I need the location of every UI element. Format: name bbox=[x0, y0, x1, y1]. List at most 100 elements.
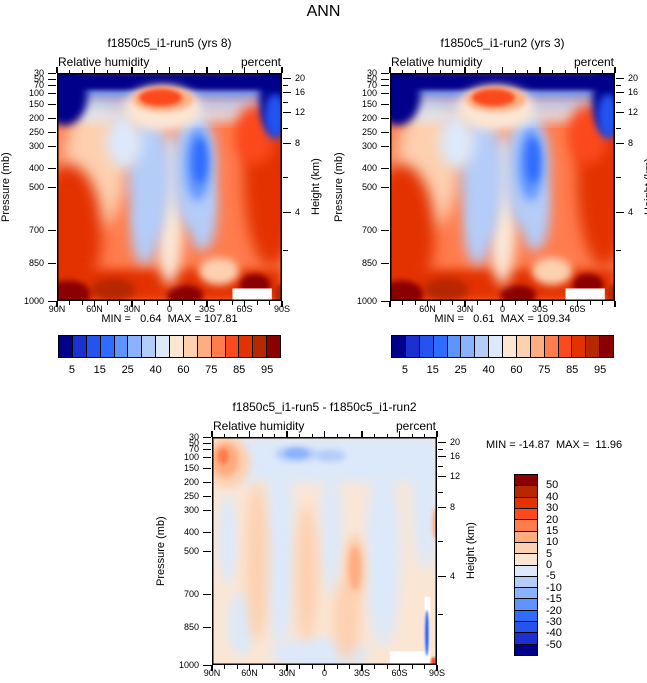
height-major-tick bbox=[283, 143, 291, 145]
pressure-tick bbox=[48, 300, 56, 302]
colorbar-cell bbox=[128, 336, 143, 357]
pressure-tick bbox=[203, 593, 211, 595]
lat-major-tick bbox=[281, 301, 283, 307]
colorbar-label: 25 bbox=[454, 364, 467, 376]
colorbar-label: 10 bbox=[546, 536, 559, 549]
lat-minor-tick bbox=[402, 301, 403, 305]
pressure-tick-label: 850 bbox=[183, 621, 199, 632]
height-minor-tick bbox=[283, 177, 288, 179]
pressure-tick bbox=[48, 186, 56, 188]
colorbar-cell bbox=[572, 336, 587, 357]
lat-minor-tick bbox=[452, 301, 453, 305]
lat-tick-label: 0 bbox=[321, 668, 327, 678]
lat-minor-tick bbox=[336, 665, 338, 669]
height-major-tick bbox=[616, 211, 624, 213]
colorbar-cell bbox=[114, 336, 129, 357]
pressure-tick bbox=[48, 262, 56, 264]
height-major-tick bbox=[283, 211, 291, 213]
pressure-tick-label: 70 bbox=[188, 444, 199, 454]
lat-minor-tick bbox=[477, 301, 478, 305]
pressure-tick-label: 1000 bbox=[23, 295, 44, 306]
contour-art bbox=[212, 437, 437, 665]
field-label: Relative humidity bbox=[58, 55, 150, 69]
height-major-tick bbox=[283, 91, 291, 93]
height-minor-tick bbox=[283, 250, 288, 252]
height-minor-tick bbox=[283, 127, 288, 129]
colorbar-cell bbox=[515, 542, 537, 555]
pressure-tick bbox=[48, 93, 56, 94]
lat-minor-tick bbox=[181, 301, 183, 305]
pressure-tick bbox=[203, 436, 211, 438]
height-major-tick bbox=[438, 455, 446, 457]
pressure-tick-label: 850 bbox=[361, 257, 377, 268]
pressure-tick bbox=[381, 229, 389, 231]
lat-minor-tick bbox=[169, 301, 170, 305]
contour-art bbox=[57, 73, 282, 301]
colorbar-cell bbox=[267, 336, 280, 357]
pressure-tick bbox=[203, 457, 211, 458]
lat-minor-tick bbox=[386, 665, 388, 669]
height-minor-tick bbox=[438, 614, 443, 616]
lat-minor-tick bbox=[231, 301, 233, 305]
pressure-tick bbox=[203, 449, 211, 450]
lat-minor-tick bbox=[69, 301, 70, 305]
colorbar-label: 60 bbox=[177, 364, 190, 376]
colorbar-label: 25 bbox=[121, 364, 134, 376]
pressure-tick-label: 700 bbox=[183, 588, 199, 599]
colorbar-label: 15 bbox=[546, 524, 559, 537]
lat-minor-tick bbox=[131, 301, 133, 305]
panel-title: f1850c5_i1-run2 (yrs 3) bbox=[440, 36, 565, 50]
colorbar-label: -20 bbox=[546, 604, 562, 617]
min-max-text: MIN = 0.61 MAX = 109.34 bbox=[434, 313, 571, 325]
lat-major-tick bbox=[168, 301, 171, 307]
pressure-tick bbox=[203, 626, 211, 628]
lat-minor-tick bbox=[349, 665, 350, 669]
lat-minor-tick bbox=[219, 301, 220, 305]
pressure-tick-label: 500 bbox=[361, 181, 377, 192]
colorbar-cell bbox=[475, 336, 490, 357]
height-major-tick bbox=[438, 442, 446, 444]
colorbar-cell bbox=[516, 336, 531, 357]
pressure-tick-label: 300 bbox=[183, 504, 199, 515]
colorbar-label: 0 bbox=[546, 559, 553, 571]
colorbar-cells bbox=[391, 335, 614, 358]
lat-minor-tick bbox=[361, 665, 363, 669]
pressure-tick-label: 250 bbox=[183, 490, 199, 501]
pressure-tick bbox=[48, 72, 56, 74]
lat-minor-tick bbox=[489, 301, 491, 305]
pressure-tick-label: 50 bbox=[33, 73, 44, 84]
lat-major-tick bbox=[464, 301, 466, 307]
colorbar-cell bbox=[515, 520, 537, 532]
colorbar-cell bbox=[558, 336, 573, 357]
pressure-tick-label: 70 bbox=[33, 80, 44, 90]
pressure-tick bbox=[48, 118, 56, 120]
lat-minor-tick bbox=[527, 301, 528, 305]
units-label: percent bbox=[395, 419, 436, 433]
pressure-tick-label: 300 bbox=[361, 140, 377, 151]
pressure-tick-label: 70 bbox=[366, 80, 377, 90]
height-minor-tick bbox=[616, 177, 621, 179]
height-minor-tick bbox=[616, 85, 621, 86]
lat-major-tick bbox=[361, 665, 363, 671]
colorbar-cell bbox=[183, 336, 198, 357]
pressure-tick bbox=[381, 131, 389, 133]
pressure-tick-label: 400 bbox=[361, 163, 377, 174]
colorbar-label: -15 bbox=[546, 593, 562, 606]
pressure-tick bbox=[381, 93, 389, 94]
pressure-tick-label: 700 bbox=[28, 224, 44, 235]
colorbar-cell bbox=[100, 336, 115, 357]
pressure-tick bbox=[381, 168, 389, 170]
colorbar-label: 95 bbox=[593, 364, 607, 376]
lat-major-tick bbox=[93, 301, 96, 307]
pressure-tick bbox=[381, 72, 389, 74]
colorbar-cell bbox=[515, 588, 537, 600]
lat-major-tick bbox=[614, 301, 616, 307]
pressure-tick-label: 200 bbox=[361, 113, 377, 124]
contour-art bbox=[390, 73, 615, 301]
pressure-tick-label: 30 bbox=[33, 67, 44, 78]
lat-minor-tick bbox=[414, 301, 416, 305]
colorbar-label: -10 bbox=[546, 581, 562, 594]
lat-minor-tick bbox=[81, 301, 83, 305]
colorbar-cell bbox=[156, 336, 170, 357]
